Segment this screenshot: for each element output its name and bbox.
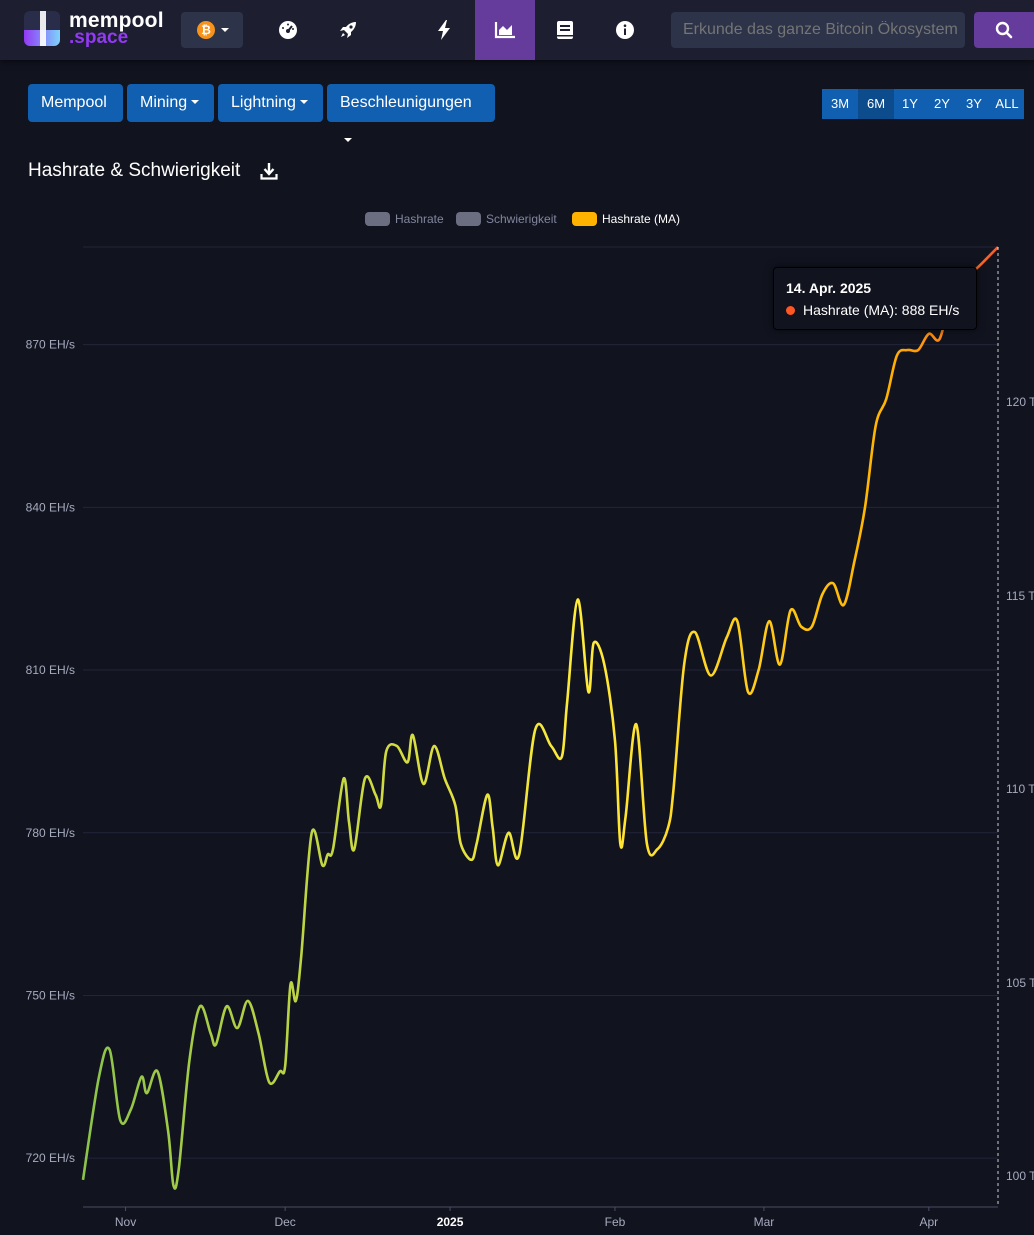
legend-label: Hashrate (MA) <box>602 212 681 226</box>
x-tick-label: Feb <box>605 1215 626 1229</box>
y-tick-label: 780 EH/s <box>26 826 75 840</box>
y-tick-label: 720 EH/s <box>26 1151 75 1165</box>
menu-mempool-button[interactable]: Mempool <box>28 84 123 122</box>
y-right-tick-label: 105 T <box>1006 976 1034 990</box>
y-tick-label: 840 EH/s <box>26 500 75 514</box>
hashrate-ma-line <box>81 246 999 1190</box>
network-selector-button[interactable]: ₿ <box>181 12 243 48</box>
y-right-tick-label: 100 T <box>1006 1169 1034 1183</box>
tooltip-value: Hashrate (MA): 888 EH/s <box>803 302 960 318</box>
legend-swatch <box>456 212 481 226</box>
menu-accelerations-label: Beschleunigungen <box>340 94 472 111</box>
mempool-logo-mark <box>24 11 60 46</box>
legend-item-difficulty[interactable]: Schwierigkeit <box>456 211 557 227</box>
chart-tooltip: 14. Apr. 2025 Hashrate (MA): 888 EH/s <box>773 267 977 330</box>
range-6m-button[interactable]: 6M <box>858 89 894 119</box>
x-tick-label: 2025 <box>437 1215 464 1229</box>
legend-item-hashrate-ma[interactable]: Hashrate (MA) <box>572 211 680 227</box>
y-right-tick-label: 120 T <box>1006 395 1034 409</box>
graphs-icon[interactable] <box>475 0 535 60</box>
search-input[interactable] <box>671 12 965 48</box>
range-2y-button[interactable]: 2Y <box>926 89 958 119</box>
search-icon <box>995 21 1013 39</box>
tooltip-series-dot <box>786 305 795 315</box>
chevron-down-icon <box>191 100 200 104</box>
logo-text-mempool: mempool <box>69 9 164 32</box>
y-right-tick-label: 110 T <box>1006 782 1034 796</box>
hashrate-chart[interactable]: 720 EH/s 750 EH/s 780 EH/s 810 EH/s 840 EH/s… <box>0 230 1034 1235</box>
menu-lightning-label: Lightning <box>231 94 296 111</box>
menu-lightning-dropdown[interactable]: Lightning <box>218 84 323 122</box>
rocket-icon[interactable] <box>318 0 378 60</box>
y-right-tick-label: 115 T <box>1006 589 1034 603</box>
menu-mining-label: Mining <box>140 94 188 111</box>
legend-swatch <box>365 212 390 226</box>
lightning-icon[interactable] <box>414 0 474 60</box>
range-3m-button[interactable]: 3M <box>822 89 858 119</box>
range-3y-button[interactable]: 3Y <box>958 89 990 119</box>
mempool-logo[interactable]: mempool .space <box>24 9 174 50</box>
info-icon[interactable] <box>595 0 655 60</box>
top-navbar: mempool .space ₿ <box>0 0 1034 60</box>
y-tick-label: 750 EH/s <box>26 988 75 1002</box>
download-icon[interactable] <box>260 162 278 185</box>
time-range-selector: 3M 6M 1Y 2Y 3Y ALL <box>822 89 1024 119</box>
chevron-down-icon <box>344 138 352 142</box>
legend-label: Schwierigkeit <box>486 212 557 226</box>
dashboard-gauge-icon[interactable] <box>258 0 318 60</box>
bitcoin-icon: ₿ <box>197 21 215 39</box>
docs-book-icon[interactable] <box>535 0 595 60</box>
range-1y-button[interactable]: 1Y <box>894 89 926 119</box>
menu-mempool-label: Mempool <box>41 94 107 111</box>
legend-swatch <box>572 212 597 226</box>
menu-mining-dropdown[interactable]: Mining <box>127 84 214 122</box>
x-tick-label: Nov <box>115 1215 136 1229</box>
search-button[interactable] <box>974 12 1034 48</box>
chart-title: Hashrate & Schwierigkeit <box>28 160 241 181</box>
chevron-down-icon <box>221 28 229 32</box>
menu-accelerations-dropdown[interactable]: Beschleunigungen <box>327 84 495 142</box>
tooltip-date: 14. Apr. 2025 <box>786 280 872 296</box>
legend-item-hashrate[interactable]: Hashrate <box>365 211 444 227</box>
legend-label: Hashrate <box>395 212 444 226</box>
y-tick-label: 870 EH/s <box>26 338 75 352</box>
chevron-down-icon <box>299 100 308 104</box>
x-tick-label: Dec <box>274 1215 295 1229</box>
x-tick-label: Apr <box>919 1215 938 1229</box>
range-all-button[interactable]: ALL <box>990 89 1024 119</box>
x-tick-label: Mar <box>754 1215 775 1229</box>
y-tick-label: 810 EH/s <box>26 663 75 677</box>
logo-text-space: .space <box>69 27 129 48</box>
